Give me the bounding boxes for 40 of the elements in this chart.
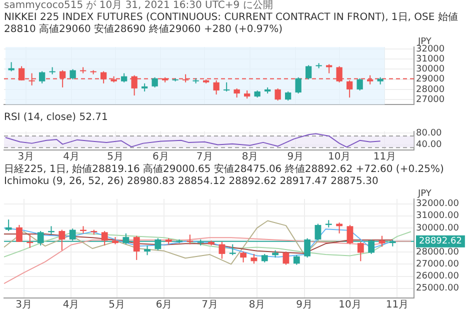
x-tick-label: 3月 [16, 300, 32, 311]
y-tick-label: 30000 [416, 64, 445, 75]
chart-subtitle: Ichimoku (9, 26, 52, 26) 28980.83 28854.12 28892.62 28917.47 28875.30 [3, 176, 380, 188]
y-tick-label: 28000 [416, 84, 445, 95]
x-tick-label: 5月 [108, 300, 125, 311]
y-tick-label: 31000.00 [416, 211, 460, 222]
y-tick-label: 25000.00 [416, 284, 460, 294]
y-tick-label: 31000 [416, 54, 445, 64]
x-tick-label: 4月 [63, 152, 80, 163]
x-tick-label: 11月 [373, 152, 396, 163]
y-tick-label: 80.00 [416, 128, 442, 138]
x-tick-label: 11月 [386, 300, 409, 311]
x-tick-label: 10月 [338, 300, 362, 311]
chart-title: NIKKEI 225 INDEX FUTURES (CONTINUOUS: CURRENT CONTRACT IN FRONT), 1日, OSE 始値28810 高値29060 安値28690 終値29060 +280 (+0.97%) [3, 12, 459, 36]
y-tick-label: 32000 [416, 44, 445, 54]
x-tick-label: 4月 [62, 300, 80, 311]
chart-title: RSI (14, close) 52.71 [3, 112, 109, 124]
y-tick-label: 28000.00 [416, 247, 460, 258]
y-tick-label: 30000.00 [416, 223, 460, 234]
ref-line-label: 28892.62 [419, 236, 462, 247]
text: sammycoco515 が 10月 31, 2021 16:30 UTC+9 に公開 [3, 0, 274, 12]
y-tick-label: 40.00 [416, 140, 442, 150]
x-tick-label: 9月 [287, 152, 304, 163]
x-tick-label: 5月 [107, 152, 124, 163]
x-tick-label: 8月 [242, 152, 258, 163]
chart-title: 日経225, 1日, 始値28819.16 高値29000.65 安値28475.06 終値28892.62 +72.60 (+0.25%) [3, 164, 445, 176]
x-tick-label: 3月 [18, 152, 34, 163]
y-tick-label: 27000 [416, 94, 445, 105]
x-tick-label: 8月 [248, 300, 266, 311]
x-tick-label: 7月 [196, 152, 213, 163]
y-tick-label: 29000 [416, 74, 445, 85]
y-axis-title: JPY [417, 188, 432, 199]
x-tick-label: 7月 [202, 300, 218, 311]
x-tick-label: 6月 [152, 152, 169, 163]
y-tick-label: 27000.00 [416, 260, 460, 270]
x-tick-label: 6月 [156, 300, 172, 311]
x-tick-label: 10月 [328, 152, 351, 163]
y-tick-label: 32000.00 [416, 199, 460, 210]
x-tick-label: 9月 [296, 300, 312, 311]
y-tick-label: 26000.00 [416, 272, 460, 282]
